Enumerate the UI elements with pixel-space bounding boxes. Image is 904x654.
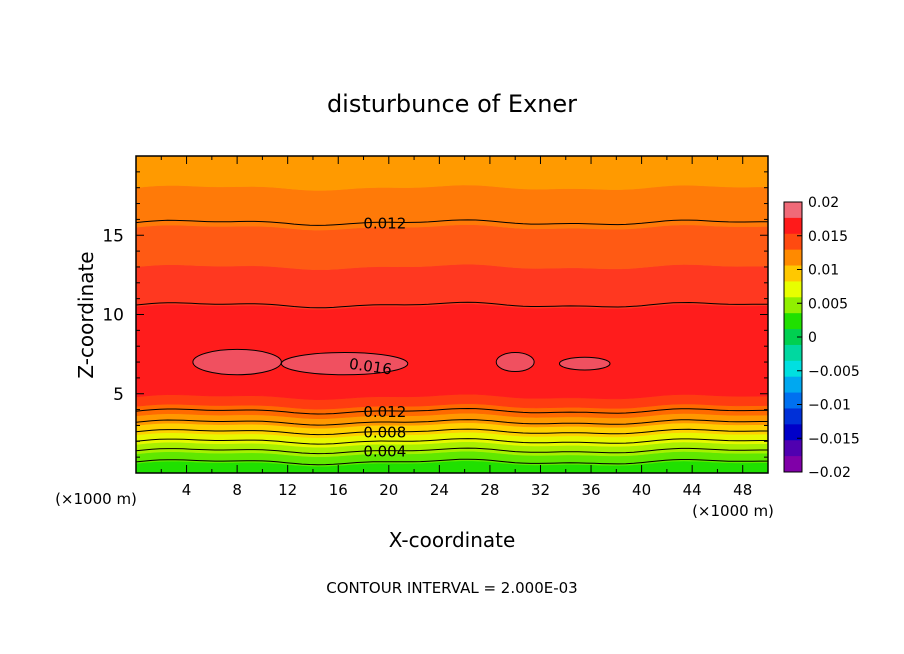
colorbar-tick-label: 0.005 [808, 296, 848, 312]
colorbar-swatch [784, 440, 802, 457]
colorbar-swatch [784, 424, 802, 441]
y-tick-label: 15 [102, 226, 124, 246]
colorbar-swatch [784, 376, 802, 394]
colorbar-swatch [784, 281, 802, 298]
contour-line [136, 407, 768, 415]
contour-line [136, 419, 768, 426]
x-tick-label: 4 [182, 481, 192, 499]
closed-contour-cell [192, 348, 282, 376]
x-tick-label: 20 [379, 481, 398, 499]
contour-label: 0.004 [363, 443, 406, 461]
colorbar-swatch [784, 313, 802, 330]
contour-line [136, 447, 768, 455]
contour-line [136, 428, 768, 436]
x-tick-label: 32 [531, 481, 550, 499]
contour-line [136, 219, 768, 226]
colorbar-tick-label: 0.02 [808, 195, 839, 211]
x-tick-label: 28 [480, 481, 499, 499]
colorbar-swatch [784, 233, 802, 251]
colorbar-swatch [784, 265, 802, 282]
colorbar-tick-label: 0.01 [808, 263, 839, 279]
filled-contour-bands [136, 156, 768, 473]
y-axis-label: Z-coordinate [74, 251, 98, 378]
colorbar-tick-label: −0.015 [808, 431, 860, 447]
y-tick-label: 10 [102, 306, 124, 326]
x-unit-right: (×1000 m) [692, 502, 774, 520]
contour-band [136, 156, 768, 191]
colorbar-swatch [784, 329, 802, 346]
contour-label: 0.016 [348, 355, 393, 379]
colorbar-tick-label: 0.015 [808, 229, 848, 245]
x-tick-label: 16 [329, 481, 348, 499]
colorbar-tick-label: −0.005 [808, 364, 860, 380]
x-tick-label: 12 [278, 481, 297, 499]
colorbar-tick-label: −0.02 [808, 465, 851, 481]
contour-lines [136, 219, 768, 466]
contour-line [136, 458, 768, 466]
contour-label: 0.008 [363, 424, 406, 442]
x-tick-label: 40 [632, 481, 651, 499]
y-tick-labels: 5 10 15 [102, 226, 124, 405]
colorbar-swatch [784, 249, 802, 267]
colorbar-swatch [784, 217, 802, 235]
x-tick-label: 8 [232, 481, 242, 499]
colorbar-tick-label: −0.01 [808, 398, 851, 414]
contour-interval-note: CONTOUR INTERVAL = 2.000E-03 [326, 579, 577, 597]
x-tick-label: 44 [683, 481, 702, 499]
contour-line [136, 438, 768, 445]
chart-title: disturbunce of Exner [327, 90, 577, 118]
x-tick-label: 48 [733, 481, 752, 499]
colorbar-tick-label: 0 [808, 330, 817, 346]
closed-contour-cell [280, 352, 409, 376]
contour-label: 0.012 [363, 214, 406, 232]
colorbar-swatch [784, 392, 802, 409]
x-tick-label: 24 [430, 481, 449, 499]
colorbar-swatch [784, 297, 802, 314]
colorbar-swatch [784, 456, 802, 473]
contour-line [136, 301, 768, 309]
colorbar-labels: 0.02 0.015 0.01 0.005 0 −0.005 −0.01 −0.015 −0.0… [797, 195, 860, 481]
x-tick-label: 36 [581, 481, 600, 499]
x-unit-left: (×1000 m) [55, 490, 137, 508]
contour-label: 0.012 [363, 403, 406, 421]
contour-band [136, 224, 768, 270]
colorbar-swatch [784, 202, 802, 219]
axis-ticks [136, 156, 768, 473]
x-tick-labels: 4 8 12 16 20 24 28 32 36 40 44 48 [182, 481, 752, 499]
x-axis-label: X-coordinate [389, 528, 516, 552]
contour-band [136, 184, 768, 231]
closed-contour-cell [495, 352, 535, 373]
y-tick-label: 5 [113, 385, 124, 405]
colorbar-swatch [784, 344, 802, 362]
colorbar-swatch [784, 408, 802, 425]
closed-contour-cell [558, 356, 611, 371]
colorbar-swatch [784, 360, 802, 378]
